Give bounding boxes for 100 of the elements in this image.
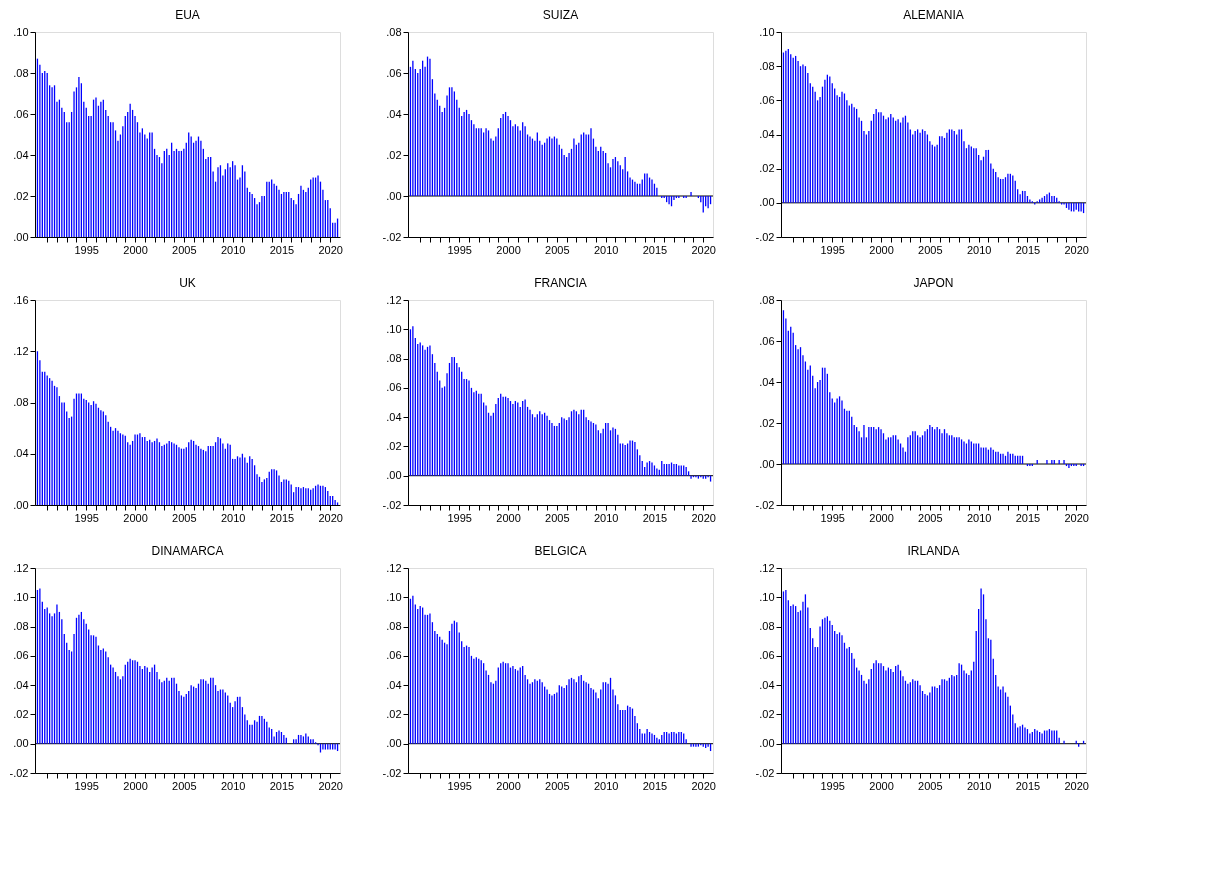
x-tick-label: 2010 bbox=[593, 511, 619, 524]
chart-title: FRANCIA bbox=[534, 276, 587, 290]
y-tick-label: .02 bbox=[759, 707, 775, 720]
x-tick-label: 2020 bbox=[691, 243, 716, 256]
x-tick-label: 1995 bbox=[820, 243, 845, 256]
y-tick-label: -.02 bbox=[382, 230, 402, 243]
y-tick-label: .00 bbox=[386, 469, 402, 482]
x-tick-label: 2015 bbox=[269, 511, 295, 524]
y-tick-label: .02 bbox=[13, 707, 29, 720]
y-tick-label: -.02 bbox=[755, 766, 775, 779]
x-tick-label: 1995 bbox=[447, 243, 472, 256]
y-tick-label: .10 bbox=[13, 590, 29, 603]
y-tick-label: .04 bbox=[759, 375, 775, 388]
x-tick-label: 2010 bbox=[966, 243, 992, 256]
x-tick-label: 2000 bbox=[869, 779, 894, 792]
x-tick-label: 1995 bbox=[74, 779, 99, 792]
x-tick-label: 2010 bbox=[593, 779, 619, 792]
chart-title: IRLANDA bbox=[907, 544, 960, 558]
y-tick-label: .00 bbox=[759, 737, 775, 750]
y-tick-label: .12 bbox=[13, 561, 29, 574]
chart-title: ALEMANIA bbox=[903, 8, 964, 22]
x-tick-label: 2010 bbox=[220, 243, 246, 256]
x-tick-label: 2015 bbox=[642, 243, 668, 256]
x-tick-label: 2000 bbox=[496, 243, 521, 256]
y-tick-label: .10 bbox=[759, 25, 775, 38]
y-tick-label: .02 bbox=[386, 439, 402, 452]
x-tick-label: 2000 bbox=[123, 511, 148, 524]
x-tick-label: 1995 bbox=[74, 511, 99, 524]
x-tick-label: 2015 bbox=[642, 779, 668, 792]
x-tick-label: 2020 bbox=[1064, 511, 1089, 524]
y-tick-label: .10 bbox=[759, 590, 775, 603]
x-tick-label: 2010 bbox=[593, 243, 619, 256]
x-tick-label: 2005 bbox=[545, 779, 570, 792]
y-tick-label: .12 bbox=[386, 561, 402, 574]
x-tick-label: 2005 bbox=[172, 243, 197, 256]
x-tick-label: 2020 bbox=[318, 511, 343, 524]
y-tick-label: .02 bbox=[386, 707, 402, 720]
y-tick-label: .08 bbox=[386, 352, 402, 365]
y-tick-label: .00 bbox=[13, 737, 29, 750]
x-tick-label: 2015 bbox=[269, 243, 295, 256]
y-tick-label: -.02 bbox=[382, 766, 402, 779]
y-tick-label: .04 bbox=[759, 678, 775, 691]
x-tick-label: 2005 bbox=[172, 779, 197, 792]
x-tick-label: 2020 bbox=[691, 779, 716, 792]
chart-title: JAPON bbox=[913, 276, 954, 290]
y-tick-label: .08 bbox=[386, 25, 402, 38]
y-tick-label: .08 bbox=[759, 620, 775, 633]
x-tick-label: 1995 bbox=[447, 779, 472, 792]
y-tick-label: .04 bbox=[13, 678, 29, 691]
y-tick-label: .00 bbox=[759, 196, 775, 209]
y-tick-label: .04 bbox=[759, 128, 775, 140]
y-tick-label: .04 bbox=[13, 447, 29, 460]
x-tick-label: 2020 bbox=[318, 243, 343, 256]
x-tick-label: 1995 bbox=[820, 511, 845, 524]
y-tick-label: .06 bbox=[13, 649, 29, 662]
y-tick-label: .06 bbox=[386, 649, 402, 662]
y-tick-label: .02 bbox=[759, 162, 775, 175]
x-tick-label: 2010 bbox=[220, 779, 246, 792]
y-tick-label: .06 bbox=[13, 107, 29, 120]
x-tick-label: 2015 bbox=[1015, 243, 1041, 256]
x-tick-label: 2000 bbox=[869, 511, 894, 524]
x-tick-label: 2005 bbox=[545, 243, 570, 256]
y-tick-label: .08 bbox=[13, 620, 29, 633]
y-tick-label: .06 bbox=[759, 93, 775, 106]
x-tick-label: 1995 bbox=[820, 779, 845, 792]
x-tick-label: 2005 bbox=[545, 511, 570, 524]
y-tick-label: .02 bbox=[759, 416, 775, 429]
x-tick-label: 2010 bbox=[220, 511, 246, 524]
y-tick-label: .06 bbox=[759, 334, 775, 347]
y-tick-label: .08 bbox=[759, 59, 775, 72]
y-tick-label: .02 bbox=[13, 189, 29, 202]
y-tick-label: .00 bbox=[386, 189, 402, 202]
y-tick-label: .08 bbox=[13, 66, 29, 79]
y-tick-label: -.02 bbox=[382, 498, 402, 511]
y-tick-label: .10 bbox=[386, 322, 402, 335]
y-tick-label: .00 bbox=[386, 737, 402, 750]
y-tick-label: .06 bbox=[759, 649, 775, 662]
y-tick-label: -.02 bbox=[755, 230, 775, 243]
x-tick-label: 2020 bbox=[691, 511, 716, 524]
y-tick-label: .06 bbox=[386, 381, 402, 394]
x-tick-label: 2015 bbox=[1015, 511, 1041, 524]
x-tick-label: 2005 bbox=[918, 511, 943, 524]
x-tick-label: 2005 bbox=[918, 779, 943, 792]
y-tick-label: .12 bbox=[386, 293, 402, 306]
x-tick-label: 2005 bbox=[172, 511, 197, 524]
y-tick-label: .16 bbox=[13, 293, 29, 306]
y-tick-label: .04 bbox=[386, 410, 402, 423]
y-tick-label: .12 bbox=[13, 344, 29, 357]
y-tick-label: -.02 bbox=[9, 766, 29, 779]
x-tick-label: 2015 bbox=[269, 779, 295, 792]
x-tick-label: 1995 bbox=[447, 511, 472, 524]
y-tick-label: .00 bbox=[13, 498, 29, 511]
x-tick-label: 1995 bbox=[74, 243, 99, 256]
y-tick-label: .04 bbox=[386, 107, 402, 120]
chart-title: EUA bbox=[175, 8, 200, 22]
chart-title: UK bbox=[179, 276, 196, 290]
x-tick-label: 2015 bbox=[642, 511, 668, 524]
y-tick-label: .08 bbox=[13, 396, 29, 408]
y-tick-label: .08 bbox=[759, 293, 775, 306]
y-tick-label: .12 bbox=[759, 561, 775, 574]
